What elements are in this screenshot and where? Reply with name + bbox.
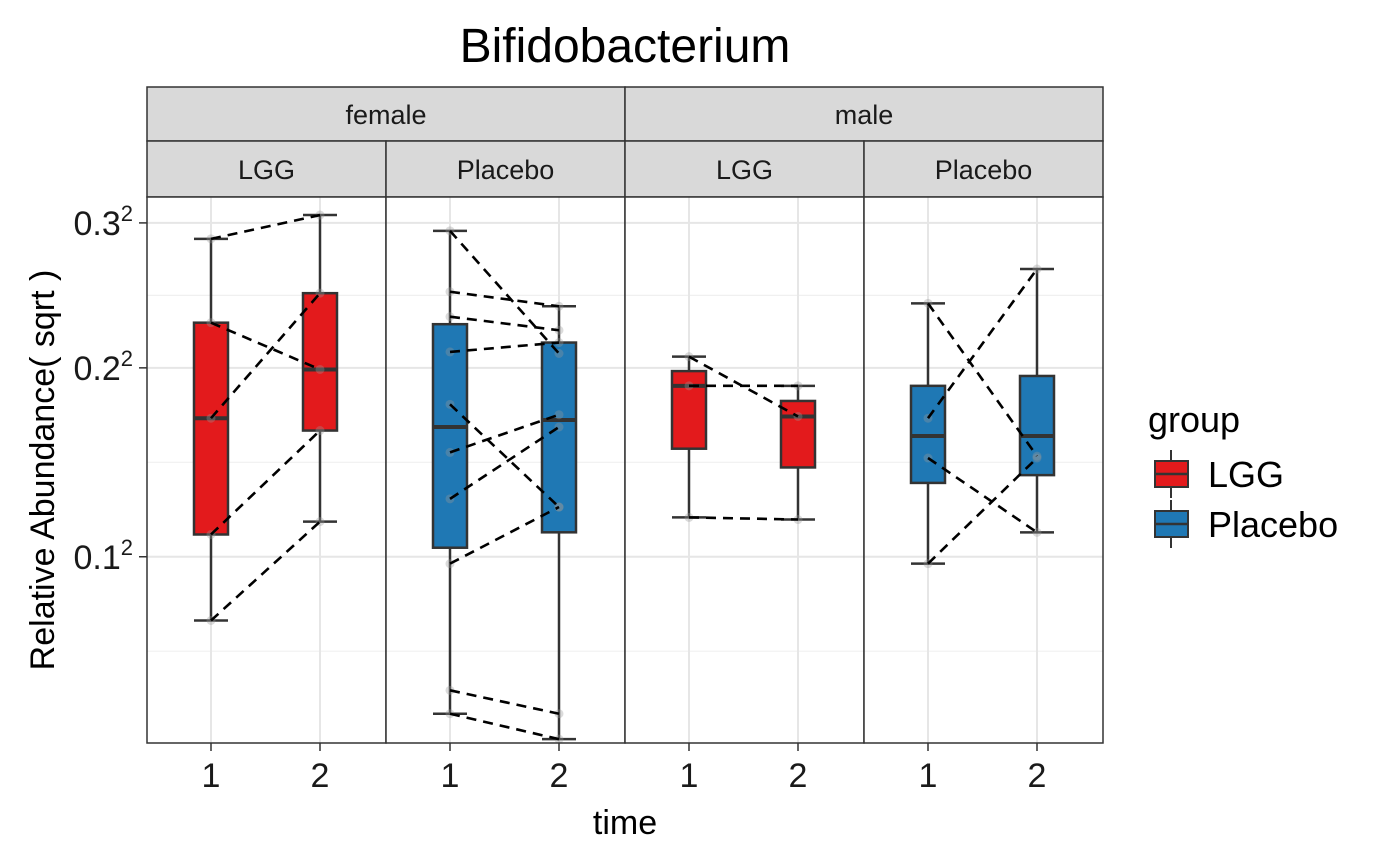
y-axis: 0.12 0.22 0.32 — [73, 201, 147, 577]
strip-group-bg — [385, 140, 626, 198]
panel-border — [863, 196, 1104, 744]
paired-line — [449, 413, 560, 454]
y-axis-title: Relative Abundance( sqrt ) — [24, 270, 62, 671]
box-iqr — [779, 399, 817, 469]
panel-background — [864, 197, 1103, 743]
data-point — [554, 410, 564, 420]
chart-title: Bifidobacterium — [460, 20, 791, 73]
paired-line — [449, 341, 560, 354]
y-tick-label: 0.12 — [73, 535, 133, 577]
strip-group-bg — [146, 140, 387, 198]
data-point — [1032, 264, 1042, 274]
paired-line — [927, 456, 1038, 534]
box-placebo-time-2 — [540, 305, 578, 741]
paired-line — [449, 712, 560, 741]
strip-label-male: male — [835, 100, 894, 130]
strip-group-bg — [624, 140, 865, 198]
panel-male-placebo: Placebo 1 2 — [863, 140, 1104, 795]
legend-item-placebo: Placebo — [1154, 500, 1338, 548]
paired-line — [210, 429, 321, 536]
paired-line — [449, 315, 560, 332]
panel-background — [625, 197, 864, 743]
strip-group-label: Placebo — [935, 155, 1033, 185]
strip-male-bg — [624, 86, 1104, 142]
x-tick-label: 1 — [202, 757, 221, 795]
strip-label-female: female — [345, 100, 426, 130]
x-tick-label: 2 — [550, 757, 569, 795]
legend-items: LGG Placebo — [1154, 450, 1338, 548]
paired-line — [449, 505, 560, 565]
paired-line — [688, 516, 799, 521]
x-tick-label: 1 — [919, 757, 938, 795]
paired-line — [926, 268, 1039, 419]
panels-layer: female male LGG 1 2 Placebo 1 2 LGG 1 2 Placebo 1 2 0.… — [73, 86, 1104, 795]
box-lgg-time-2 — [301, 213, 339, 523]
data-point — [315, 426, 325, 436]
legend-title: group — [1148, 399, 1240, 440]
box-placebo-time-2 — [1018, 267, 1056, 534]
box-iqr — [192, 321, 230, 536]
box-iqr — [1018, 374, 1056, 477]
legend: group LGG Placebo — [1148, 399, 1338, 548]
panel-background — [386, 197, 625, 743]
panel-male-lgg: LGG 1 2 — [624, 140, 865, 795]
paired-line — [210, 292, 321, 420]
paired-line — [449, 290, 560, 308]
strip-group-label: LGG — [238, 155, 295, 185]
paired-line — [927, 457, 1038, 565]
data-point — [1032, 453, 1042, 463]
strip-group-label: LGG — [716, 155, 773, 185]
box-iqr — [301, 291, 339, 432]
paired-line — [210, 321, 321, 371]
panel-female-lgg: LGG 1 2 — [146, 140, 387, 795]
paired-line — [449, 689, 560, 716]
x-tick-label: 1 — [441, 757, 460, 795]
x-tick-label: 2 — [1028, 757, 1047, 795]
y-tick-label: 0.22 — [73, 346, 133, 388]
strip-female-bg — [146, 86, 626, 142]
paired-line — [210, 213, 321, 241]
box-iqr — [540, 341, 578, 534]
strip-group-label: Placebo — [457, 155, 555, 185]
y-tick-label: 0.32 — [73, 201, 133, 243]
paired-line — [926, 302, 1039, 457]
panel-female-placebo: Placebo 1 2 — [385, 140, 626, 795]
x-tick-label: 1 — [680, 757, 699, 795]
legend-item-lgg: LGG — [1154, 450, 1284, 498]
data-point — [315, 364, 325, 374]
paired-line — [449, 403, 560, 508]
panel-background — [147, 197, 386, 743]
x-axis-title: time — [593, 804, 657, 842]
box-lgg-time-2 — [779, 384, 817, 521]
paired-line — [449, 425, 560, 500]
box-iqr — [431, 322, 469, 549]
x-tick-label: 2 — [789, 757, 808, 795]
x-tick-label: 2 — [311, 757, 330, 795]
paired-line — [210, 520, 321, 622]
paired-line — [449, 229, 560, 355]
legend-label: Placebo — [1208, 504, 1338, 545]
box-placebo-time-1 — [431, 229, 469, 716]
paired-line — [688, 355, 799, 418]
legend-label: LGG — [1208, 454, 1284, 495]
